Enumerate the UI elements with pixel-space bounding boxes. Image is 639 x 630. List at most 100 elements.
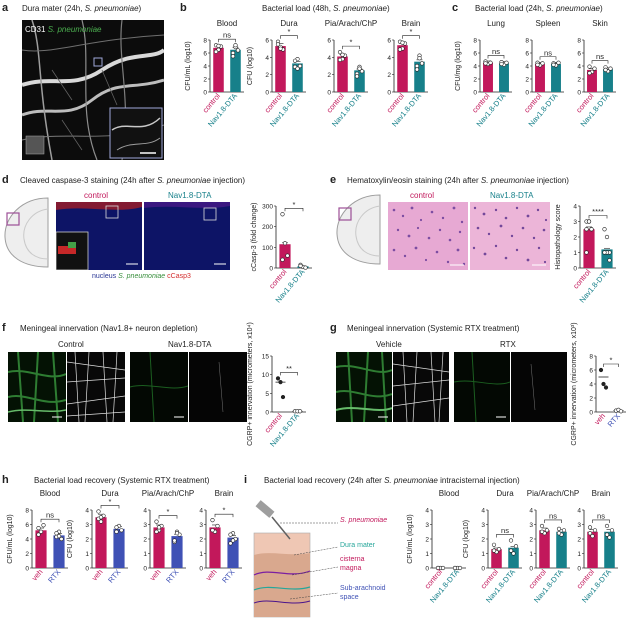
h-pia-point-1-4 xyxy=(174,531,180,536)
h-pia-category-label-0: veh xyxy=(148,568,163,583)
panel-label-c: c xyxy=(452,2,459,14)
i-dura-point-1-0 xyxy=(508,538,514,543)
h-blood-point-1-2 xyxy=(59,536,64,542)
i-dura-point-1-3 xyxy=(508,548,514,553)
g-cgrp-point-0-0 xyxy=(598,367,604,373)
f-nav-label: Nav1.8-DTA xyxy=(168,340,212,349)
e-histo-bar-1 xyxy=(601,249,613,268)
f-control-label: Control xyxy=(58,340,84,349)
f-control-trace-image xyxy=(67,352,125,422)
dura-mater-image: CD31 S. pneumoniae xyxy=(22,20,164,160)
c-skin-point-0-0 xyxy=(587,64,592,69)
brain-section-schematic-d xyxy=(4,197,49,268)
g-cgrp-sig-bracket xyxy=(603,363,619,367)
he-nav-image xyxy=(470,202,550,270)
e-histo-ytick-label: 2 xyxy=(573,235,577,242)
f-cgrp-ytick-label: 15 xyxy=(262,354,270,361)
b-blood-ytick-label: 4 xyxy=(203,64,207,71)
h-blood-ytick-label: 0 xyxy=(25,566,29,573)
c-skin-ytick-label: 6 xyxy=(577,51,581,58)
f-control-green-graphic xyxy=(8,352,66,422)
i-dura-point-0-3 xyxy=(491,548,497,553)
f-cgrp-point-0-2 xyxy=(280,394,286,400)
h-dura-category-label-1: RTX xyxy=(106,568,122,585)
c-lung-ytick-label: 6 xyxy=(473,51,477,58)
b-blood-ytick-label: 8 xyxy=(203,38,207,45)
e-histo-sig-label: **** xyxy=(592,207,604,216)
injection-schematic xyxy=(253,500,339,618)
e-histo-bar-0 xyxy=(583,229,595,268)
i-blood-ytick-label: 0 xyxy=(425,566,429,573)
b-dura-point-1-3 xyxy=(292,58,298,63)
b-blood-bar-0 xyxy=(213,47,224,92)
h-brain-ytick-label: 1 xyxy=(199,551,203,558)
b-pia-point-1-2 xyxy=(359,69,365,74)
g-cgrp-point-1-2 xyxy=(618,409,624,414)
i-blood-ylabel: CFU/mL (log10) xyxy=(407,514,414,564)
h-dura-category-label-0: veh xyxy=(90,568,105,583)
i-brain-point-0-1 xyxy=(590,533,595,539)
g-vehicle-green-image xyxy=(336,352,392,422)
g-rtx-trace-image xyxy=(511,352,567,422)
f-cgrp-ylabel: CGRP+ innervation (micrometers, x10⁴) xyxy=(247,322,254,446)
i-pia-ytick-label: 3 xyxy=(529,522,533,529)
b-dura-ytick-label: 0 xyxy=(265,90,269,97)
h-dura-ylabel: CFU (log10) xyxy=(67,520,74,558)
e-histo-sig-bracket xyxy=(588,215,608,219)
h-pia-ytick-label: 0 xyxy=(143,566,147,573)
i-brain-ytick-label: 1 xyxy=(577,551,581,558)
b-blood-point-0-3 xyxy=(213,49,219,54)
h-dura-point-0-1 xyxy=(98,519,104,524)
c-skin-sig-bracket xyxy=(591,60,609,64)
b-dura-bar-1 xyxy=(292,63,303,92)
i-blood-ytick-label: 1 xyxy=(425,551,429,558)
h-pia-ytick-label: 3 xyxy=(143,522,147,529)
h-dura-title: Dura xyxy=(101,489,119,498)
b-brain-point-0-3 xyxy=(397,47,403,52)
h-blood-category-label-1: RTX xyxy=(46,568,62,585)
h-brain-bar-0 xyxy=(209,527,221,568)
g-rtx-label: RTX xyxy=(500,340,516,349)
i-brain-point-0-2 xyxy=(592,528,598,533)
c-lung-ytick-label: 0 xyxy=(473,90,477,97)
i-blood-point-0-3 xyxy=(435,565,441,571)
i-brain-ytick-label: 3 xyxy=(577,522,581,529)
d-casp-ytick-label: 0 xyxy=(269,266,273,273)
i-pia-sig-label: ns xyxy=(549,511,557,520)
b-dura-ytick-label: 2 xyxy=(265,72,269,79)
cd31-label: CD31 S. pneumoniae xyxy=(25,25,102,34)
i-sub2-label: space xyxy=(340,594,359,601)
h-brain-ytick-label: 3 xyxy=(199,522,203,529)
h-dura-ytick-label: 3 xyxy=(85,522,89,529)
i-dura-point-1-1 xyxy=(511,551,516,556)
i-pia-ytick-label: 0 xyxy=(529,566,533,573)
h-brain-ytick-label: 0 xyxy=(199,566,203,573)
h-blood-ytick-label: 6 xyxy=(25,522,29,529)
panel-a-title: Dura mater (24h, S. pneumoniae) xyxy=(22,4,142,13)
dura-vessels-graphic xyxy=(22,20,164,160)
b-brain-sig-bracket xyxy=(402,35,420,39)
h-brain-point-0-0 xyxy=(210,518,215,523)
b-brain-title: Brain xyxy=(402,19,421,28)
panel-label-f: f xyxy=(2,322,6,334)
i-dura-bar-0 xyxy=(491,549,502,568)
d-control-label: control xyxy=(84,191,109,200)
h-brain-category-label-1: RTX xyxy=(220,568,236,585)
g-cgrp-point-0-2 xyxy=(603,385,609,390)
d-casp-point-0-0 xyxy=(280,212,285,217)
f-cgrp-sig-bracket xyxy=(280,372,298,376)
i-brain-point-1-1 xyxy=(607,535,612,540)
e-histo-ylabel: Histopathology score xyxy=(555,204,562,269)
casp-control-graphic xyxy=(56,202,142,270)
c-spleen-sig-label: ns xyxy=(544,48,552,57)
h-dura-point-0-0 xyxy=(96,509,101,514)
b-dura-point-0-4 xyxy=(278,46,283,51)
e-histo-ytick-label: 1 xyxy=(573,250,577,257)
b-blood-ylabel: CFU/mL (log10) xyxy=(185,41,192,91)
h-dura-point-0-4 xyxy=(98,515,104,520)
i-brain-point-0-0 xyxy=(587,525,593,530)
h-dura-sig-label: * xyxy=(109,497,112,506)
d-stain-legend: nucleus S. pneumoniae cCasp3 xyxy=(92,273,191,280)
f-nav-trace-graphic xyxy=(189,352,247,422)
